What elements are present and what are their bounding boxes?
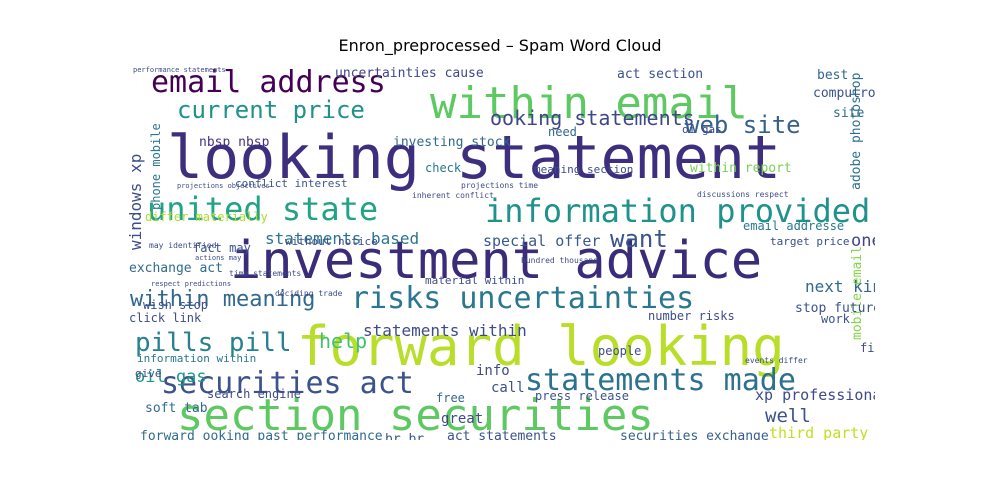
cloud-word: oil gas — [135, 367, 207, 387]
cloud-word: give — [135, 367, 162, 380]
cloud-word: statements made — [525, 363, 796, 398]
cloud-word: email address — [151, 65, 386, 100]
cloud-word: section securities — [177, 390, 654, 440]
cloud-word: special offer — [483, 232, 600, 250]
cloud-word: great — [441, 411, 483, 427]
cloud-word: stop future — [795, 301, 875, 316]
cloud-word: ooking statements — [490, 106, 695, 130]
cloud-word: meaning section — [534, 163, 633, 176]
cloud-word: want — [610, 225, 668, 253]
cloud-word: material within — [425, 274, 524, 287]
cloud-word: web site — [685, 111, 801, 139]
cloud-word: number risks — [648, 309, 735, 323]
cloud-word: br br — [385, 432, 424, 440]
cloud-word: risks uncertainties — [351, 281, 694, 316]
cloud-word: third party — [769, 424, 868, 440]
cloud-word: check — [425, 161, 462, 175]
cloud-word: within meaning — [130, 287, 315, 312]
cloud-word: forward ooking past performance — [140, 429, 383, 440]
cloud-word: act statements — [447, 429, 557, 440]
cloud-word: time statements — [229, 269, 301, 278]
cloud-word: wish stop — [143, 298, 208, 312]
cloud-word: projections objectives — [177, 182, 270, 190]
cloud-word: computron — [813, 86, 875, 101]
cloud-word: discussions respect — [697, 190, 789, 199]
cloud-word: work — [821, 312, 851, 326]
cloud-word: nbsp nbsp — [199, 135, 270, 150]
cloud-word: call — [491, 380, 525, 396]
cloud-word: statements within — [363, 321, 527, 340]
cloud-word: soft tab — [145, 401, 208, 416]
cloud-word: deciding trade — [275, 289, 343, 298]
cloud-word: help — [319, 329, 367, 353]
cloud-word: windows xp — [126, 154, 145, 250]
cloud-word: exchange act — [129, 261, 223, 276]
cloud-word: free — [436, 391, 465, 405]
cloud-word: search engine — [207, 387, 301, 401]
cloud-word: information provided — [485, 192, 870, 230]
cloud-word: people — [598, 344, 641, 358]
cloud-word: hundred thousand — [521, 256, 598, 265]
cloud-word: site — [833, 106, 864, 121]
cloud-word: looking statement — [167, 123, 781, 193]
chart-title: Enron_preprocessed – Spam Word Cloud — [338, 36, 662, 55]
cloud-word: united state — [147, 190, 378, 228]
cloud-word: mobile email — [850, 246, 865, 340]
cloud-word: performance statements — [133, 66, 226, 74]
cloud-word: act section — [617, 67, 703, 82]
cloud-word: adobe photoshop — [849, 72, 864, 190]
cloud-word: one — [851, 231, 875, 251]
cloud-word: statements based — [265, 229, 419, 248]
cloud-word: projections time — [461, 181, 538, 190]
cloud-word: without notice — [285, 235, 378, 248]
cloud-word: xp professional — [755, 386, 875, 404]
cloud-word: fact may — [193, 241, 251, 255]
cloud-word: information within — [137, 352, 256, 365]
cloud-word: securities exchange — [620, 429, 769, 440]
cloud-word: info — [476, 363, 510, 379]
cloud-word: find — [860, 341, 875, 355]
cloud-word: investing stock — [393, 135, 511, 150]
cloud-word: well — [765, 405, 811, 427]
cloud-word: next kin — [805, 277, 875, 296]
cloud-word: current price — [177, 96, 365, 124]
cloud-word: uncertainties cause — [335, 66, 484, 81]
cloud-word: inherent conflict — [412, 191, 494, 200]
cloud-word: investment advice — [230, 231, 762, 291]
cloud-word: within email — [430, 78, 748, 129]
cloud-word: within report — [690, 161, 792, 176]
cloud-word: securities act — [161, 366, 414, 401]
cloud-word: email addresse — [743, 219, 844, 233]
cloud-word: conflict interest — [235, 177, 348, 190]
cloud-word: press release — [535, 389, 629, 403]
cloud-word: respect predictions — [151, 280, 231, 288]
cloud-word: actions may — [195, 254, 241, 262]
cloud-word: events differ — [745, 356, 808, 365]
cloud-word: oi gas — [682, 123, 722, 136]
cloud-word: need — [548, 125, 577, 139]
cloud-word: differ materially — [145, 210, 268, 224]
cloud-word: forward looking — [297, 315, 785, 378]
cloud-word: phone mobile — [149, 123, 163, 210]
word-cloud: looking statement investment advice forwar… — [125, 60, 875, 440]
cloud-word: best — [817, 68, 848, 83]
cloud-word: pills pill — [135, 328, 292, 358]
cloud-word: target price — [770, 235, 849, 248]
cloud-word: click link — [129, 311, 202, 325]
cloud-word: may identified — [149, 241, 217, 250]
